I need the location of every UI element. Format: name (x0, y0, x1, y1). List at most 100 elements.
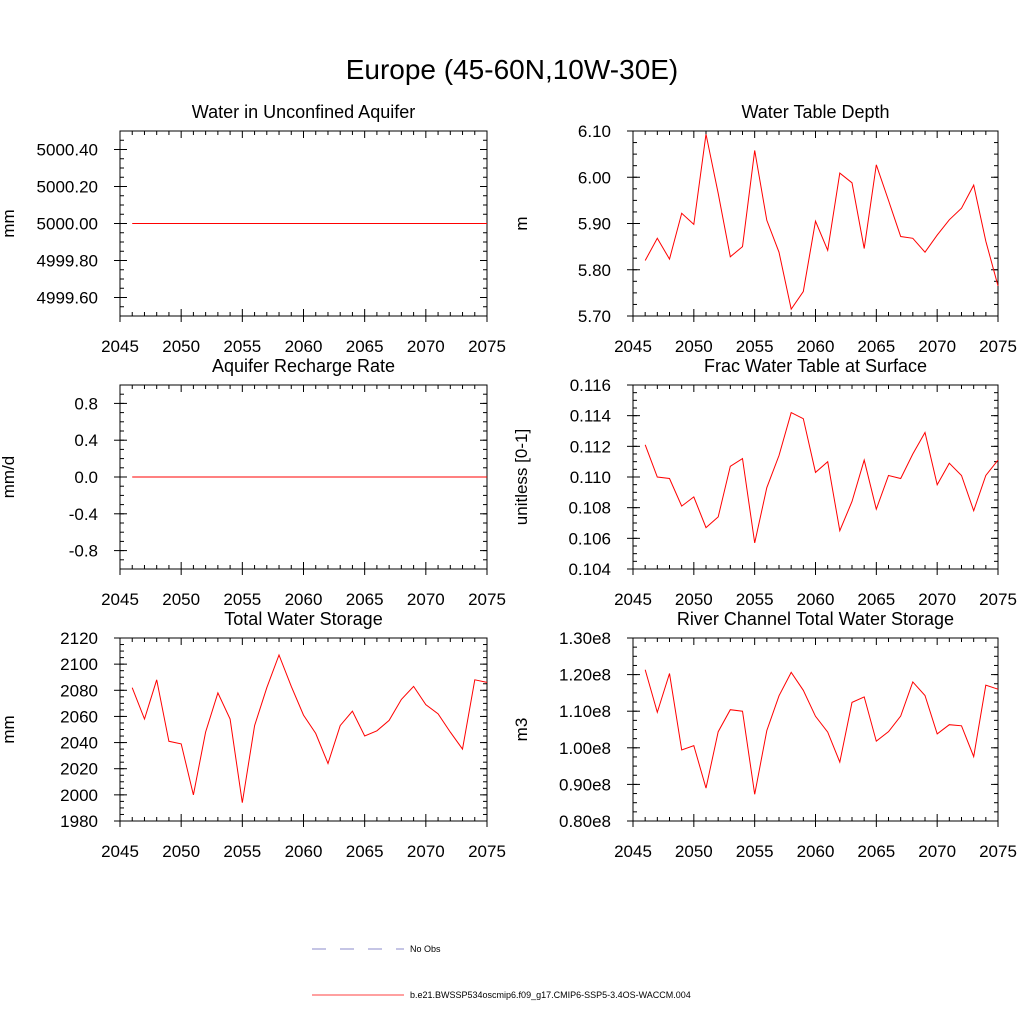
y-tick-label: 1980 (60, 812, 98, 831)
y-tick-label: 6.10 (578, 122, 611, 141)
chart-aquifer-water: Water in Unconfined Aquifer mm 2045 2050 205… (0, 102, 506, 356)
x-tick-label: 2065 (857, 337, 895, 356)
y-tick-label: 0.112 (570, 437, 611, 456)
x-tick-label: 2045 (614, 337, 652, 356)
y-tick-label: 5000.40 (37, 141, 98, 160)
chart-title: Frac Water Table at Surface (704, 356, 927, 376)
y-tick-label: 0.116 (570, 376, 611, 395)
y-axis-label: unitless [0-1] (512, 429, 531, 525)
x-tick-label: 2070 (407, 590, 445, 609)
x-tick-label: 2070 (407, 842, 445, 861)
y-tick-label: 4999.80 (37, 252, 98, 271)
x-tick-label: 2045 (614, 590, 652, 609)
legend-model-label: b.e21.BWSSP534oscmip6.f09_g17.CMIP6-SSP5… (410, 990, 691, 1000)
y-tick-label: 0.114 (570, 407, 611, 426)
y-tick-label: 0.90e8 (559, 775, 611, 794)
plot-frame (119, 637, 488, 822)
x-tick-label: 2050 (162, 337, 200, 356)
x-tick-label: 2060 (797, 590, 835, 609)
x-tick-label: 2055 (223, 337, 261, 356)
x-tick-label: 2055 (736, 590, 774, 609)
x-tick-label: 2075 (979, 590, 1017, 609)
x-tick-label: 2070 (407, 337, 445, 356)
legend-obs-label: No Obs (410, 944, 441, 954)
x-tick-label: 2075 (468, 337, 506, 356)
y-tick-label: 2100 (60, 655, 98, 674)
y-tick-label: 5.90 (578, 215, 611, 234)
x-tick-label: 2060 (285, 842, 323, 861)
x-tick-label: 2065 (346, 337, 384, 356)
page-title: Europe (45-60N,10W-30E) (345, 54, 679, 85)
x-tick-label: 2065 (346, 842, 384, 861)
x-tick-label: 2060 (285, 337, 323, 356)
x-tick-label: 2070 (918, 590, 956, 609)
y-tick-label: 0.0 (74, 468, 98, 487)
y-tick-label: 5000.20 (37, 178, 98, 197)
chart-water-table-depth: Water Table Depth m 2045 2050 2055 2060 2065 20… (512, 102, 1017, 356)
y-tick-label: 1.10e8 (559, 702, 611, 721)
y-tick-label: 5000.00 (37, 215, 98, 234)
chart-frac-water-table: Frac Water Table at Surface unitless [0-1… (512, 356, 1017, 609)
x-tick-label: 2065 (857, 842, 895, 861)
y-tick-label: 0.106 (568, 529, 611, 548)
y-tick-label: 2020 (60, 760, 98, 779)
legend: No Obs b.e21.BWSSP534oscmip6.f09_g17.CMI… (312, 944, 691, 1000)
y-tick-label: 2080 (60, 681, 98, 700)
y-tick-label: 2040 (60, 734, 98, 753)
x-tick-label: 2050 (675, 842, 713, 861)
x-tick-label: 2055 (736, 337, 774, 356)
y-tick-label: 6.00 (578, 168, 611, 187)
x-tick-label: 2055 (223, 842, 261, 861)
y-tick-label: -0.4 (69, 505, 98, 524)
x-tick-label: 2075 (468, 842, 506, 861)
x-tick-label: 2075 (979, 337, 1017, 356)
series-line (644, 134, 999, 311)
x-tick-label: 2075 (468, 590, 506, 609)
chart-title: River Channel Total Water Storage (677, 609, 954, 629)
y-axis-label: mm/d (0, 456, 18, 499)
x-tick-label: 2075 (979, 842, 1017, 861)
series-line (644, 669, 999, 795)
y-tick-label: 1.30e8 (559, 629, 611, 648)
x-tick-label: 2065 (857, 590, 895, 609)
chart-total-water-storage: Total Water Storage mm 2045 2050 2055 2060 206… (0, 609, 506, 861)
y-axis-label: mm (0, 715, 18, 743)
y-axis-label: m (512, 216, 531, 230)
x-tick-label: 2050 (162, 590, 200, 609)
y-axis-label: m3 (512, 718, 531, 742)
x-tick-label: 2060 (285, 590, 323, 609)
chart-title: Water Table Depth (741, 102, 889, 122)
chart-title: Total Water Storage (224, 609, 382, 629)
x-tick-label: 2070 (918, 842, 956, 861)
y-tick-label: 2000 (60, 786, 98, 805)
chart-title: Aquifer Recharge Rate (212, 356, 395, 376)
x-tick-label: 2050 (675, 337, 713, 356)
y-tick-label: 5.70 (578, 307, 611, 326)
x-tick-label: 2060 (797, 842, 835, 861)
x-tick-label: 2045 (614, 842, 652, 861)
y-tick-label: 4999.60 (37, 289, 98, 308)
chart-recharge-rate: Aquifer Recharge Rate mm/d 2045 2050 2055 206… (0, 356, 506, 609)
y-tick-label: 2060 (60, 707, 98, 726)
y-axis-label: mm (0, 209, 18, 237)
y-tick-label: 0.8 (74, 394, 98, 413)
y-tick-label: 0.80e8 (559, 812, 611, 831)
x-tick-label: 2070 (918, 337, 956, 356)
plot-frame (632, 384, 999, 570)
y-tick-label: 2120 (60, 629, 98, 648)
x-tick-label: 2045 (101, 842, 139, 861)
x-tick-label: 2060 (797, 337, 835, 356)
chart-title: Water in Unconfined Aquifer (192, 102, 415, 122)
x-tick-label: 2055 (736, 842, 774, 861)
y-tick-label: 1.00e8 (559, 739, 611, 758)
y-tick-label: 5.80 (578, 261, 611, 280)
x-tick-label: 2050 (675, 590, 713, 609)
y-tick-label: 1.20e8 (559, 666, 611, 685)
chart-river-channel-storage: River Channel Total Water Storage m3 2045 2… (512, 609, 1017, 861)
series-line (131, 653, 488, 803)
y-tick-label: -0.8 (69, 542, 98, 561)
y-tick-label: 0.4 (74, 431, 98, 450)
x-tick-label: 2045 (101, 590, 139, 609)
x-tick-label: 2065 (346, 590, 384, 609)
